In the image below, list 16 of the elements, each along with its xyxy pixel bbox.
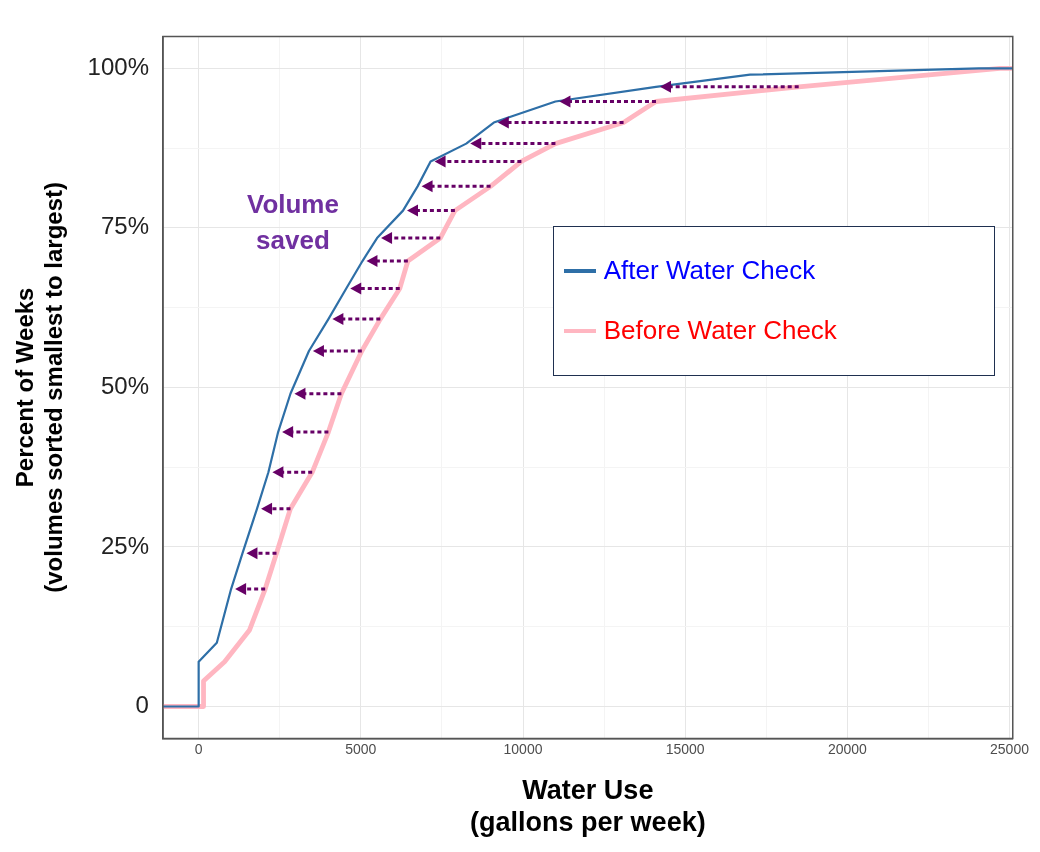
legend-label: Before Water Check <box>603 315 837 347</box>
x-tick-label: 25000 <box>990 740 1030 757</box>
y-tick-label: 75% <box>100 212 149 240</box>
x-tick-label: 0 <box>194 740 203 757</box>
annotation: Volume saved <box>245 188 340 258</box>
y-tick-label: 0 <box>135 691 149 719</box>
y-tick-label: 25% <box>100 531 149 559</box>
y-axis-title: Percent of Weeks (volumes sorted smallest to largest) <box>11 182 67 593</box>
y-tick-label: 50% <box>100 372 149 400</box>
legend-label: After Water Check <box>603 255 816 287</box>
x-tick-label: 15000 <box>665 740 705 757</box>
x-tick-label: 20000 <box>827 740 868 757</box>
x-tick-label: 5000 <box>345 740 377 757</box>
x-axis-title: Water Use (gallons per week) <box>470 774 706 838</box>
x-tick-label: 10000 <box>503 740 543 757</box>
y-tick-label: 100% <box>87 52 149 80</box>
